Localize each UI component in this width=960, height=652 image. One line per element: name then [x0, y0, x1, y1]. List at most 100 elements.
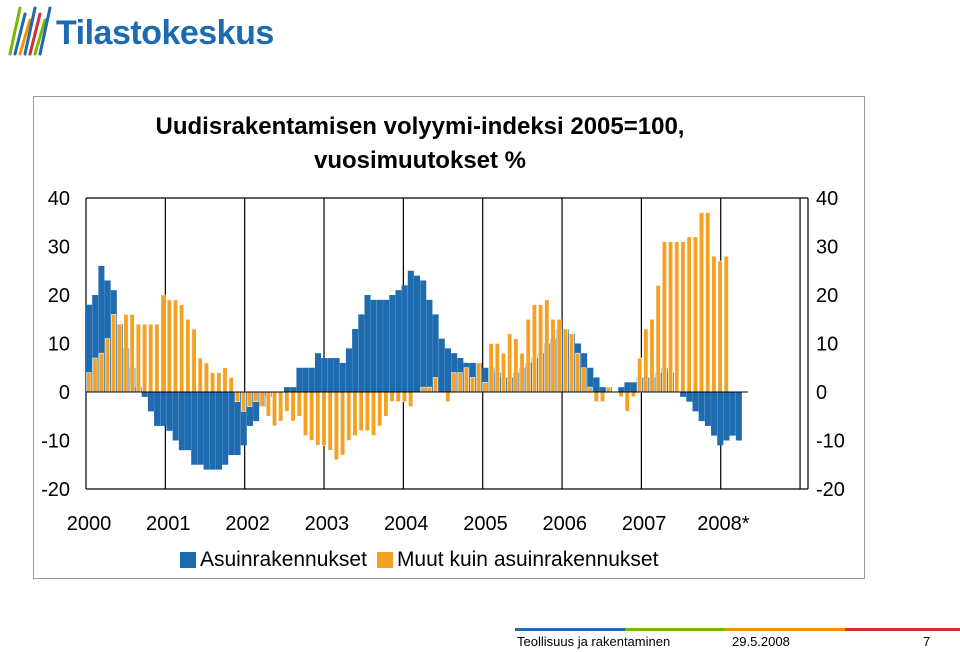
- bar-muut-kuin-asuinrakennukset: [723, 255, 729, 393]
- bar-muut-kuin-asuinrakennukset: [358, 391, 364, 432]
- bar-muut-kuin-asuinrakennukset: [154, 323, 160, 393]
- bar-muut-kuin-asuinrakennukset: [104, 338, 110, 393]
- y-tick-label-left: 10: [48, 334, 70, 356]
- bar-muut-kuin-asuinrakennukset: [346, 391, 352, 441]
- bar-asuinrakennukset: [333, 358, 340, 392]
- bar-muut-kuin-asuinrakennukset: [599, 391, 606, 402]
- bar-muut-kuin-asuinrakennukset: [606, 386, 612, 393]
- bar-muut-kuin-asuinrakennukset: [271, 391, 278, 427]
- bar-muut-kuin-asuinrakennukset: [624, 391, 630, 412]
- bar-muut-kuin-asuinrakennukset: [618, 391, 624, 398]
- legend-item-muut: Muut kuin asuinrakennukset: [376, 548, 658, 572]
- bar-muut-kuin-asuinrakennukset: [445, 391, 451, 402]
- bar-muut-kuin-asuinrakennukset: [92, 357, 98, 393]
- bar-asuinrakennukset: [228, 392, 235, 456]
- bar-muut-kuin-asuinrakennukset: [630, 391, 636, 398]
- bar-asuinrakennukset: [222, 392, 229, 465]
- bar-muut-kuin-asuinrakennukset: [562, 328, 568, 393]
- bar-muut-kuin-asuinrakennukset: [525, 318, 531, 393]
- bar-asuinrakennukset: [240, 392, 247, 446]
- bar-asuinrakennukset: [345, 348, 352, 392]
- bar-asuinrakennukset: [327, 358, 334, 392]
- bar-asuinrakennukset: [438, 338, 445, 392]
- bar-muut-kuin-asuinrakennukset: [550, 318, 556, 393]
- bar-muut-kuin-asuinrakennukset: [531, 304, 537, 393]
- bar-muut-kuin-asuinrakennukset: [86, 372, 92, 393]
- y-tick-label-right: 30: [816, 237, 838, 259]
- bar-asuinrakennukset: [599, 387, 606, 392]
- bar-muut-kuin-asuinrakennukset: [494, 343, 500, 393]
- bar-muut-kuin-asuinrakennukset: [470, 377, 476, 393]
- bar-muut-kuin-asuinrakennukset: [698, 212, 705, 393]
- chart-legend: Asuinrakennukset Muut kuin asuinrakennuk…: [180, 548, 668, 572]
- y-tick-label-right: -20: [816, 479, 845, 501]
- bar-asuinrakennukset: [147, 392, 154, 412]
- bar-asuinrakennukset: [339, 362, 346, 392]
- bar-muut-kuin-asuinrakennukset: [111, 314, 117, 393]
- bar-muut-kuin-asuinrakennukset: [364, 391, 370, 432]
- chart-title: Uudisrakentamisen volyymi-indeksi 2005=1…: [155, 113, 685, 140]
- bar-asuinrakennukset: [308, 367, 315, 392]
- bar-muut-kuin-asuinrakennukset: [482, 381, 488, 393]
- y-tick-label-left: 20: [48, 285, 70, 307]
- bar-asuinrakennukset: [444, 348, 452, 392]
- bar-muut-kuin-asuinrakennukset: [370, 391, 377, 436]
- bar-asuinrakennukset: [407, 270, 414, 392]
- bar-muut-kuin-asuinrakennukset: [680, 241, 686, 393]
- bar-muut-kuin-asuinrakennukset: [637, 357, 643, 393]
- x-tick-label: 2008*: [697, 513, 749, 535]
- bar-muut-kuin-asuinrakennukset: [210, 372, 216, 393]
- bar-muut-kuin-asuinrakennukset: [327, 391, 333, 451]
- footer-section: Teollisuus ja rakentaminen: [517, 634, 671, 649]
- bar-muut-kuin-asuinrakennukset: [172, 299, 179, 393]
- bar-asuinrakennukset: [321, 358, 328, 392]
- bar-muut-kuin-asuinrakennukset: [296, 391, 302, 417]
- bar-muut-kuin-asuinrakennukset: [340, 391, 346, 456]
- bar-muut-kuin-asuinrakennukset: [538, 304, 544, 393]
- bar-asuinrakennukset: [296, 367, 303, 392]
- bar-muut-kuin-asuinrakennukset: [655, 284, 661, 393]
- bar-asuinrakennukset: [160, 392, 167, 426]
- x-tick-label: 2000: [67, 513, 112, 535]
- bar-muut-kuin-asuinrakennukset: [668, 241, 674, 393]
- bar-muut-kuin-asuinrakennukset: [717, 260, 723, 393]
- footer-rule-green: [625, 628, 725, 631]
- bar-asuinrakennukset: [234, 392, 241, 456]
- bar-asuinrakennukset: [395, 290, 402, 392]
- bar-asuinrakennukset: [314, 353, 322, 392]
- bar-muut-kuin-asuinrakennukset: [216, 372, 222, 393]
- y-tick-label-left: -10: [41, 431, 70, 453]
- bar-asuinrakennukset: [141, 392, 148, 397]
- bar-muut-kuin-asuinrakennukset: [500, 352, 507, 393]
- bar-asuinrakennukset: [246, 392, 253, 426]
- bar-muut-kuin-asuinrakennukset: [278, 391, 284, 422]
- bar-asuinrakennukset: [414, 275, 421, 392]
- bar-muut-kuin-asuinrakennukset: [711, 255, 717, 393]
- legend-item-asuinrakennukset: Asuinrakennukset: [180, 548, 367, 572]
- bar-asuinrakennukset: [420, 280, 427, 392]
- bar-asuinrakennukset: [172, 392, 179, 441]
- logo-mark-icon: [8, 6, 52, 56]
- bar-muut-kuin-asuinrakennukset: [290, 391, 296, 422]
- footer-rule-red: [845, 628, 960, 631]
- bar-asuinrakennukset: [704, 392, 711, 426]
- y-tick-label-left: 30: [48, 237, 70, 259]
- bar-asuinrakennukset: [723, 392, 730, 441]
- bar-muut-kuin-asuinrakennukset: [401, 391, 407, 402]
- bar-asuinrakennukset: [92, 295, 99, 392]
- bar-muut-kuin-asuinrakennukset: [265, 391, 271, 417]
- bar-muut-kuin-asuinrakennukset: [259, 391, 265, 407]
- bar-muut-kuin-asuinrakennukset: [123, 314, 129, 393]
- bar-muut-kuin-asuinrakennukset: [98, 352, 104, 393]
- bar-asuinrakennukset: [389, 295, 396, 392]
- bar-asuinrakennukset: [482, 367, 489, 392]
- bar-muut-kuin-asuinrakennukset: [197, 357, 203, 393]
- bar-muut-kuin-asuinrakennukset: [389, 391, 395, 402]
- bar-muut-kuin-asuinrakennukset: [569, 333, 575, 393]
- bar-muut-kuin-asuinrakennukset: [420, 386, 426, 393]
- y-tick-label-left: -20: [41, 479, 70, 501]
- footer-rule-orange: [725, 628, 845, 631]
- y-tick-label-right: -10: [816, 431, 845, 453]
- bar-asuinrakennukset: [624, 382, 631, 392]
